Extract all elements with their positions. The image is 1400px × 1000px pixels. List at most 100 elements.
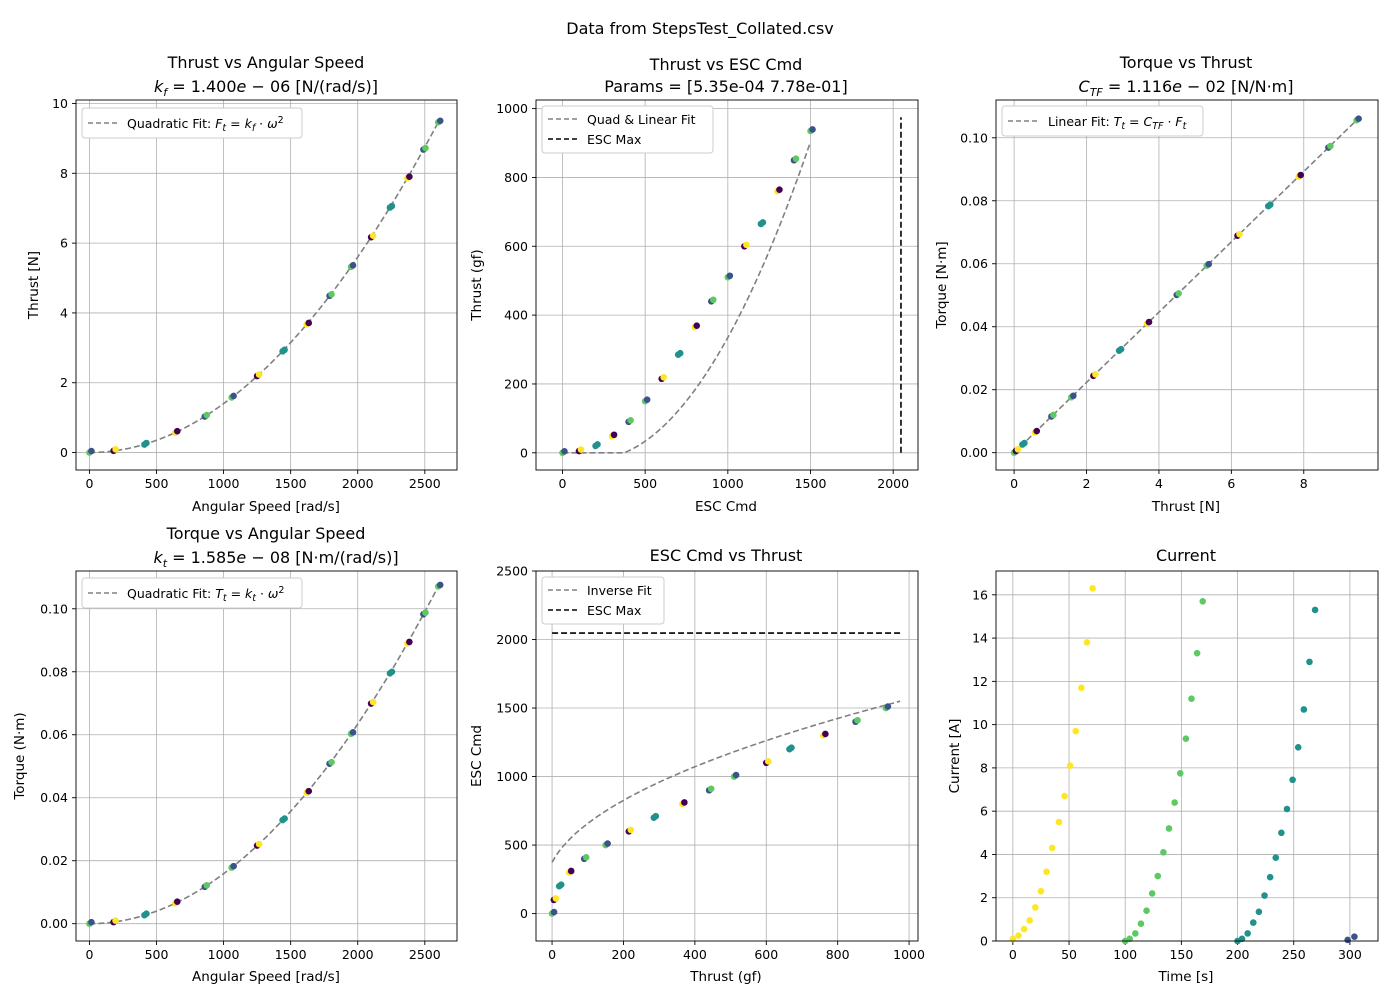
- data-point: [1048, 844, 1056, 852]
- data-point: [1266, 873, 1274, 881]
- x-tick-label: 50: [1061, 947, 1077, 962]
- y-tick-label: 0.00: [40, 916, 68, 931]
- y-tick-label: 0.08: [960, 193, 988, 208]
- data-point: [792, 155, 800, 163]
- x-tick-label: 150: [1169, 947, 1193, 962]
- subplot-subtitle: kf = 1.400e − 06 [N/(rad/s)]: [154, 77, 378, 99]
- x-tick-label: 200: [1226, 947, 1250, 962]
- data-point: [652, 812, 660, 820]
- subplot-subtitle: kt = 1.585e − 08 [N·m/(rad/s)]: [153, 548, 398, 570]
- legend-entry-esc-max: ESC Max: [587, 603, 641, 618]
- data-point: [203, 882, 211, 889]
- data-point: [1266, 201, 1274, 208]
- data-point: [1294, 744, 1302, 751]
- y-axis-label: Torque (N·m): [12, 712, 28, 800]
- data-point: [1154, 872, 1162, 880]
- data-point: [1132, 930, 1139, 937]
- data-point: [406, 173, 413, 180]
- data-point: [1182, 735, 1190, 742]
- y-axis-label: ESC Cmd: [469, 725, 485, 787]
- y-tick-label: 0.02: [40, 853, 68, 868]
- data-point: [436, 117, 444, 125]
- y-tick-label: 2000: [496, 632, 528, 647]
- data-point: [1009, 935, 1017, 943]
- x-tick-label: 2500: [409, 947, 441, 962]
- y-tick-label: 200: [504, 376, 528, 391]
- axes-frame: [995, 570, 1379, 942]
- data-point: [255, 371, 263, 378]
- data-point: [230, 862, 237, 870]
- plot-area: 0 2 4 6 8 0.00 0.02 0.04 0.06 0.08 0.10: [960, 99, 1379, 491]
- y-axis-label: Current [A]: [947, 719, 963, 794]
- data-point: [143, 910, 150, 917]
- data-point: [1249, 919, 1257, 926]
- data-point: [627, 826, 635, 834]
- data-point: [759, 219, 767, 226]
- data-point: [1089, 585, 1096, 592]
- y-tick-label: 1500: [496, 701, 528, 716]
- data-point: [436, 581, 444, 589]
- axes-frame: [535, 99, 919, 471]
- x-tick-label: 1500: [795, 476, 827, 491]
- legend: Inverse Fit ESC Max: [541, 576, 665, 625]
- y-tick-label: 10: [972, 717, 988, 732]
- axes-frame: [75, 99, 458, 471]
- y-tick-label: 8: [980, 760, 988, 775]
- data-point: [552, 895, 560, 902]
- data-point: [305, 787, 313, 795]
- data-point: [388, 202, 396, 210]
- data-point: [732, 771, 740, 779]
- data-point: [1261, 892, 1268, 899]
- data-point: [369, 698, 377, 706]
- data-point: [1244, 930, 1251, 937]
- data-point: [561, 447, 568, 455]
- x-tick-label: 250: [1282, 947, 1306, 962]
- x-tick-label: 2500: [409, 476, 441, 491]
- data-point: [112, 446, 119, 453]
- y-tick-label: 4: [60, 305, 68, 320]
- x-tick-label: 1000: [893, 947, 925, 962]
- subplot-subtitle: Params = [5.35e-04 7.78e-01]: [604, 77, 847, 96]
- subplot-title: Current: [1156, 546, 1216, 565]
- x-axis-label: Thrust (gf): [689, 969, 761, 985]
- subplot-torque-vs-angular-speed: 0 500 1000 1500 2000 2500 0.00 0.02 0.04 0.06 0.08…: [12, 524, 458, 985]
- legend-entry-esc-max: ESC Max: [587, 132, 641, 147]
- data-point: [1083, 639, 1091, 646]
- x-tick-label: 2: [1083, 476, 1091, 491]
- legend-entry-fit: Quad & Linear Fit: [587, 112, 696, 127]
- x-tick-label: 2000: [342, 476, 374, 491]
- data-point: [557, 881, 565, 888]
- data-point: [1297, 171, 1305, 179]
- data-point: [567, 867, 575, 875]
- legend: Quad & Linear Fit ESC Max: [541, 105, 714, 154]
- data-point: [1070, 392, 1077, 400]
- data-point: [1205, 260, 1213, 268]
- y-tick-label: 16: [972, 587, 988, 602]
- data-point: [1078, 684, 1085, 692]
- data-point: [1351, 933, 1358, 940]
- data-point: [788, 744, 795, 751]
- data-point: [1238, 935, 1246, 943]
- data-point: [1175, 290, 1182, 297]
- y-tick-label: 0: [980, 934, 988, 949]
- data-point: [643, 396, 651, 403]
- data-point: [884, 703, 892, 710]
- data-point: [743, 241, 750, 249]
- data-point: [406, 638, 413, 646]
- data-point: [707, 785, 715, 793]
- fit-line: [1013, 119, 1358, 454]
- y-axis-label: Thrust (gf): [469, 249, 485, 321]
- grid: [76, 100, 457, 470]
- y-tick-label: 0: [60, 445, 68, 460]
- x-tick-label: 0: [1009, 947, 1017, 962]
- y-tick-label: 0.06: [960, 256, 988, 271]
- data-point: [604, 840, 611, 847]
- data-point: [422, 144, 429, 152]
- axes-frame: [535, 570, 919, 942]
- data-point: [627, 417, 634, 424]
- x-tick-label: 1500: [275, 947, 307, 962]
- data-point: [1061, 792, 1068, 800]
- legend: Quadratic Fit: Ft = kf · ω2: [81, 107, 303, 139]
- grid: [536, 100, 918, 470]
